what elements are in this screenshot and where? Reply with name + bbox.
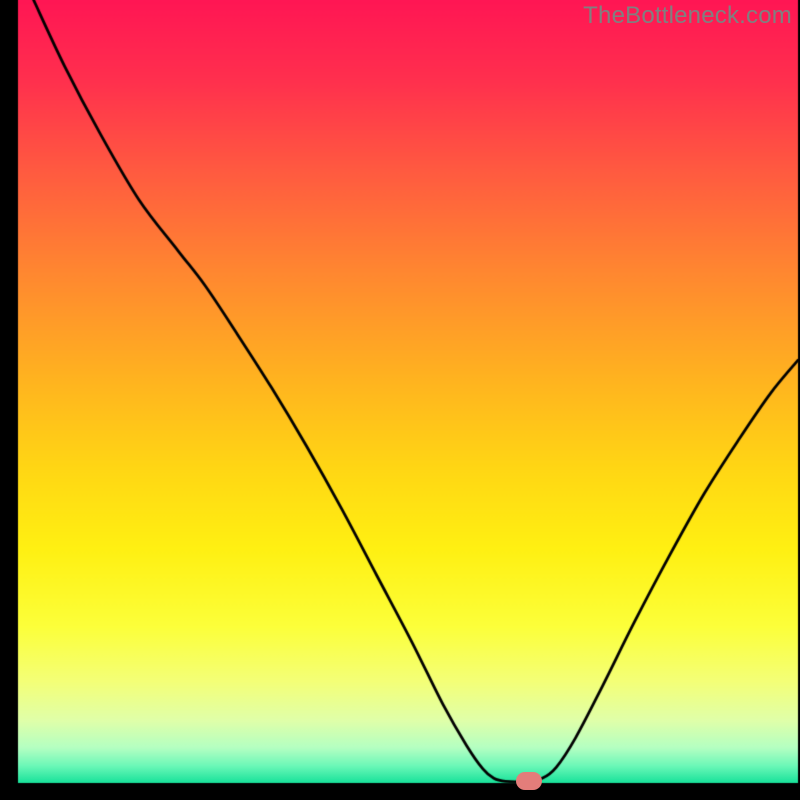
chart-stage: TheBottleneck.com bbox=[0, 0, 800, 800]
bottleneck-curve bbox=[0, 0, 800, 800]
